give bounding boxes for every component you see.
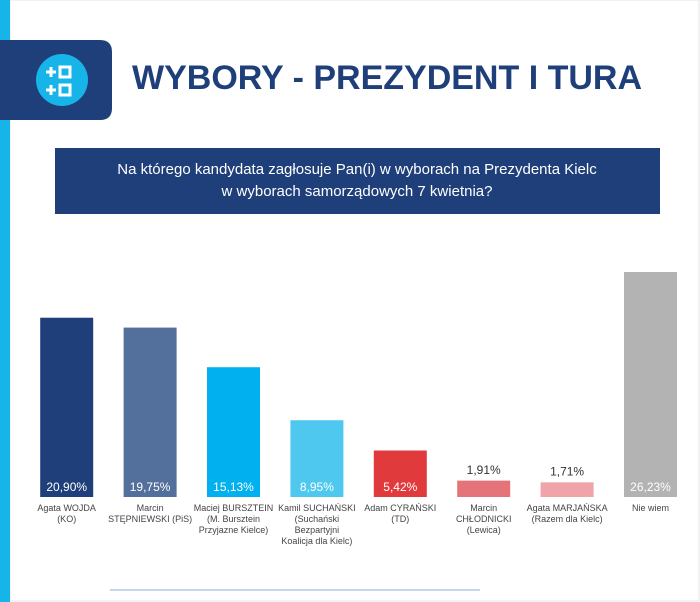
question-box bbox=[55, 148, 660, 214]
value-label: 1,71% bbox=[550, 465, 584, 479]
logo bbox=[36, 54, 88, 106]
x-tick-label: Agata WOJDA (KO) bbox=[37, 503, 96, 524]
value-label: 1,91% bbox=[467, 463, 501, 477]
bar bbox=[540, 482, 594, 497]
value-label: 15,13% bbox=[213, 480, 254, 494]
bar bbox=[290, 420, 344, 497]
x-tick-label: Marcin STĘPNIEWSKI (PiS) bbox=[108, 503, 192, 524]
value-label: 26,23% bbox=[630, 480, 671, 494]
bar bbox=[624, 272, 677, 497]
x-tick-label: Adam CYRAŃSKI (TD) bbox=[364, 503, 436, 524]
value-label: 20,90% bbox=[46, 480, 87, 494]
value-label: 19,75% bbox=[130, 480, 171, 494]
x-tick-label: Marcin CHŁODNICKI (Lewica) bbox=[456, 503, 512, 535]
bar bbox=[207, 367, 260, 497]
value-label: 5,42% bbox=[383, 480, 417, 494]
chart-title: WYBORY - PREZYDENT I TURA bbox=[132, 59, 642, 97]
bar bbox=[40, 317, 94, 497]
logo-mark bbox=[46, 65, 72, 97]
x-tick-label: Kamil SUCHAŃSKI (Suchański Bezpartyjni Koal… bbox=[278, 503, 356, 546]
x-tick-label: Nie wiem bbox=[632, 503, 669, 513]
side-strip bbox=[0, 0, 10, 602]
value-label: 8,95% bbox=[300, 480, 334, 494]
x-tick-label: Maciej BURSZTEIN (M. Bursztein Przyjazne K… bbox=[194, 503, 274, 535]
bar bbox=[457, 480, 511, 497]
chart-subtitle: Na którego kandydata zagłosuje Pan(i) w … bbox=[117, 161, 597, 200]
bar bbox=[123, 327, 177, 497]
bar bbox=[373, 450, 427, 497]
x-tick-label: Agata MARJAŃSKA (Razem dla Kielc) bbox=[527, 503, 608, 524]
